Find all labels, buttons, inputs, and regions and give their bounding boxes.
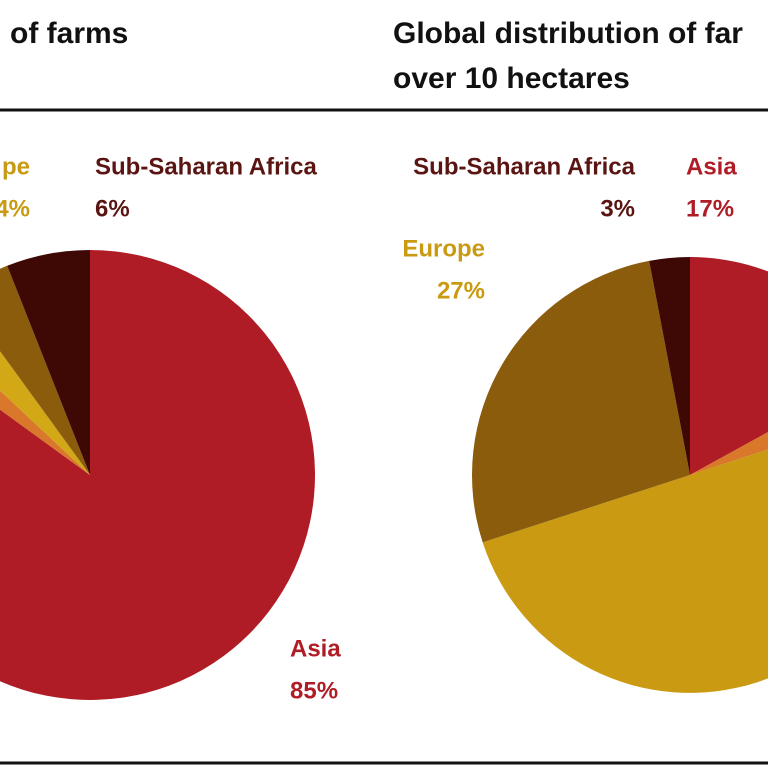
pie-slice (482, 449, 768, 693)
slice-label: Sub-Saharan Africa (413, 153, 635, 180)
slice-label: pe (2, 153, 30, 180)
slice-label: Europe (402, 235, 485, 262)
slice-value-label: 6% (95, 195, 130, 222)
slice-value-label: 3% (600, 195, 635, 222)
pie-slice (0, 265, 90, 475)
chart-title: Global distribution of far (393, 17, 743, 50)
pie-slice (649, 257, 690, 475)
slice-value-label: 4% (0, 195, 30, 222)
slice-value-label: 85% (290, 677, 338, 704)
slice-value-label: 17% (686, 195, 734, 222)
pie-slice (690, 432, 768, 475)
pie-slice (471, 260, 690, 543)
chart-title: over 10 hectares (393, 62, 630, 95)
chart-title: of farms (10, 17, 128, 50)
pie-slice (7, 250, 91, 475)
slice-value-label: 27% (437, 277, 485, 304)
pie-slice (0, 250, 315, 700)
slice-label: Asia (290, 635, 341, 662)
slice-label: Asia (686, 153, 737, 180)
slice-label: Sub-Saharan Africa (95, 153, 317, 180)
pie-slice (690, 257, 768, 475)
